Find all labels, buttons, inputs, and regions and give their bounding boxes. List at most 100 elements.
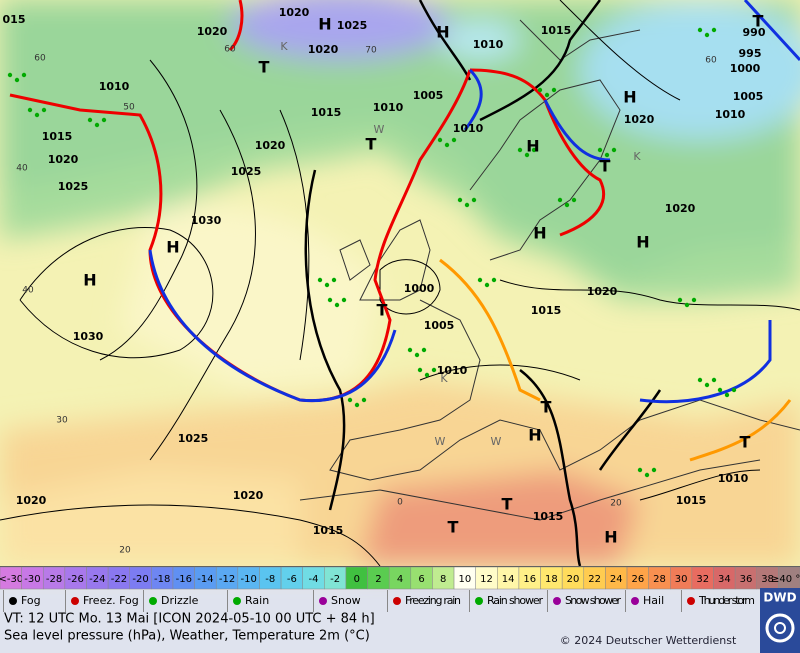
rain-symbol [704, 32, 710, 38]
legend-divider [65, 590, 66, 612]
minor-label: W [435, 435, 446, 448]
isobar-label: 1020 [308, 43, 339, 56]
isobar-label: 1020 [624, 113, 655, 126]
grid-label: 20 [119, 546, 131, 556]
isobar-label: 1005 [733, 90, 764, 103]
legend-divider [681, 590, 682, 612]
rain-symbol [644, 472, 650, 478]
legend-divider [3, 590, 4, 612]
minor-label: W [374, 123, 385, 136]
pressure-center: H [83, 271, 96, 290]
legend-label: Freez. Fog [83, 594, 139, 607]
scale-label: 12 [480, 574, 493, 585]
scale-label: -16 [176, 574, 192, 585]
pressure-center: H [166, 238, 179, 257]
scale-label: -26 [68, 574, 84, 585]
legend-label: Fog [21, 594, 41, 607]
rain-symbol [94, 122, 100, 128]
rain-symbol [464, 202, 470, 208]
scale-label: 26 [631, 574, 644, 585]
isobar-label: 1030 [73, 330, 104, 343]
valid-time: VT: 12 UTC Mo. 13 Mai [ICON 2024-05-10 0… [4, 612, 375, 627]
rain-symbol [354, 402, 360, 408]
pressure-center: T [502, 495, 513, 514]
rain-symbol [731, 387, 737, 393]
grid-label: 20 [610, 499, 622, 509]
isobar-label: 1020 [48, 153, 79, 166]
scale-label: 22 [588, 574, 601, 585]
scale-label: 28 [653, 574, 666, 585]
legend-label: Thunder storm [698, 594, 755, 607]
scale-label: 34 [718, 574, 731, 585]
rain-symbol [7, 72, 13, 78]
legend-label: Freezing rain [405, 594, 461, 607]
legend-divider [469, 590, 470, 612]
rain-symbol [324, 282, 330, 288]
grid-label: 0 [397, 498, 403, 508]
legend-divider [227, 590, 228, 612]
copyright: © 2024 Deutscher Wetterdienst [560, 634, 737, 647]
isobar-label: 015 [3, 13, 26, 26]
legend-icon [393, 597, 401, 605]
pressure-center: T [448, 518, 459, 537]
isobar-label: 1015 [676, 494, 707, 507]
rain-symbol [711, 377, 717, 383]
logo: DWD [763, 591, 796, 605]
scale-label: <-30 [0, 574, 23, 585]
rain-symbol [517, 147, 523, 153]
minor-label: K [280, 40, 288, 53]
legend-divider [625, 590, 626, 612]
rain-symbol [451, 137, 457, 143]
scale-label: -10 [240, 574, 256, 585]
scale-label: 16 [523, 574, 536, 585]
isobar-label: 1010 [99, 80, 130, 93]
legend-icon [9, 597, 17, 605]
scale-label: 4 [397, 574, 403, 585]
isobar-label: 1030 [191, 214, 222, 227]
grid-label: 60 [224, 45, 236, 55]
rain-symbol [524, 152, 530, 158]
rain-symbol [334, 302, 340, 308]
rain-symbol [557, 197, 563, 203]
scale-label: -4 [309, 574, 319, 585]
isobar-label: 1015 [313, 524, 344, 537]
rain-symbol [34, 112, 40, 118]
isobar-label: 1010 [373, 101, 404, 114]
rain-symbol [417, 367, 423, 373]
legend-icon [553, 597, 561, 605]
scale-label: 6 [418, 574, 424, 585]
scale-label: 38 [761, 574, 774, 585]
isobar-label: 990 [743, 26, 766, 39]
scale-label: -2 [330, 574, 340, 585]
rain-symbol [101, 117, 107, 123]
rain-symbol [597, 147, 603, 153]
rain-symbol [327, 297, 333, 303]
pressure-center: T [377, 301, 388, 320]
isobar-label: 1015 [533, 510, 564, 523]
rain-symbol [531, 147, 537, 153]
isobar-label: 1010 [437, 364, 468, 377]
isobar-label: 1020 [587, 285, 618, 298]
legend-label: Rain [245, 594, 269, 607]
grid-label: 60 [705, 56, 717, 66]
weather-symbols [7, 27, 737, 478]
rain-symbol [341, 297, 347, 303]
legend-label: Hail [643, 594, 664, 607]
isobar-label: 995 [739, 47, 762, 60]
scale-label: 20 [567, 574, 580, 585]
pressure-center: T [259, 58, 270, 77]
rain-symbol [87, 117, 93, 123]
isobar-label: 1025 [231, 165, 262, 178]
rain-symbol [651, 467, 657, 473]
isobar-label: 1015 [42, 130, 73, 143]
pressure-center: T [600, 157, 611, 176]
rain-symbol [571, 197, 577, 203]
pressure-center: H [636, 233, 649, 252]
legend-icon [475, 597, 483, 605]
coastlines [299, 19, 800, 521]
rain-symbol [21, 72, 27, 78]
legend-icon [631, 597, 639, 605]
pressure-center: H [528, 426, 541, 445]
logo-swirl [774, 622, 786, 634]
